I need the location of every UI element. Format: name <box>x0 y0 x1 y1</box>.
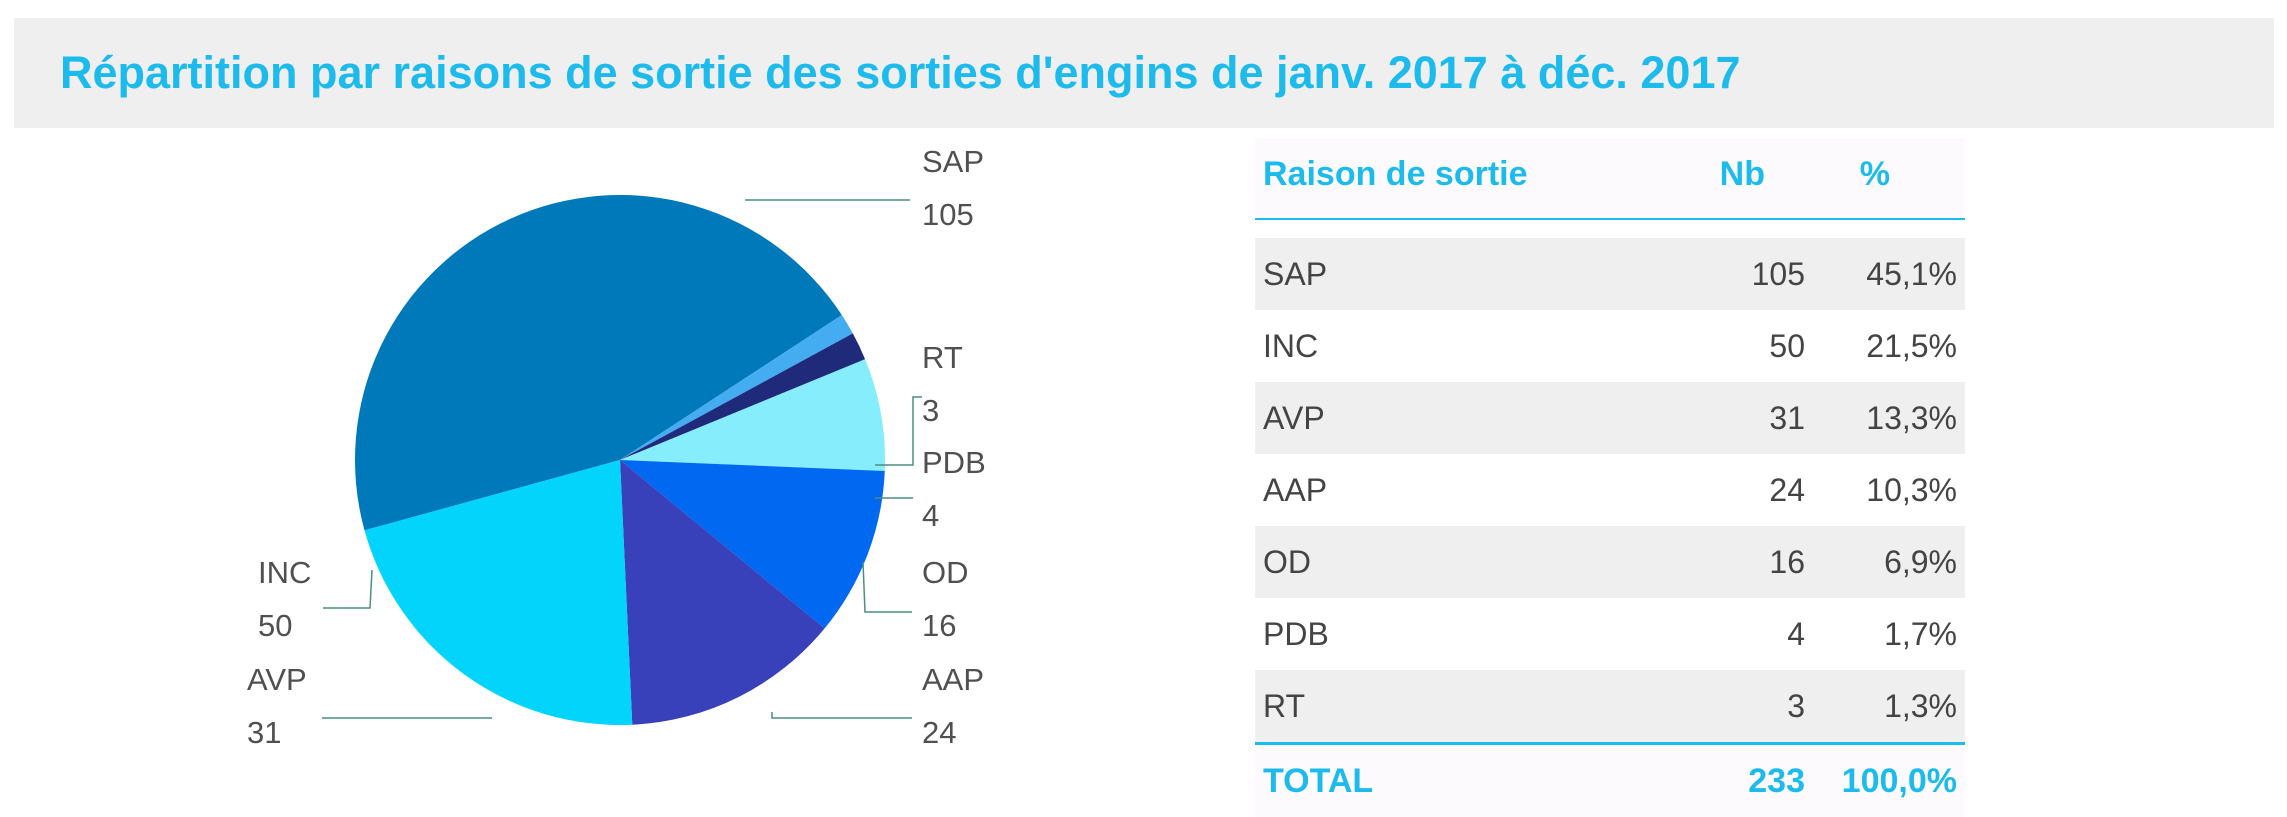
table-row: AAP 24 10,3% <box>1255 454 1965 526</box>
table-header: Raison de sortie Nb % <box>1255 138 1965 220</box>
total-label: TOTAL <box>1263 762 1374 800</box>
row-nb: 3 <box>1787 688 1805 724</box>
table-row: SAP 105 45,1% <box>1255 238 1965 310</box>
table-row: OD 16 6,9% <box>1255 526 1965 598</box>
slice-value-rt: 3 <box>922 393 939 428</box>
total-pct: 100,0% <box>1841 762 1957 800</box>
pie-slice-avp <box>620 460 825 725</box>
table-row: AVP 31 13,3% <box>1255 382 1965 454</box>
table-total-row: TOTAL 233 100,0% <box>1255 742 1965 817</box>
page-title: Répartition par raisons de sortie des so… <box>60 47 1741 98</box>
row-pct: 13,3% <box>1866 400 1957 436</box>
slice-value-avp: 31 <box>247 715 281 750</box>
slice-label-avp: AVP <box>247 662 307 697</box>
row-label: PDB <box>1263 616 1329 652</box>
slice-label-inc: INC <box>258 555 311 590</box>
summary-table: Raison de sortie Nb % SAP 105 45,1% INC … <box>1255 138 1965 817</box>
leader-line-aap <box>771 712 912 719</box>
slice-label-pdb: PDB <box>922 445 986 480</box>
row-pct: 10,3% <box>1866 472 1957 508</box>
row-label: OD <box>1263 544 1311 580</box>
pie-slice-od <box>620 359 885 471</box>
row-label: SAP <box>1263 256 1328 292</box>
row-pct: 21,5% <box>1866 328 1957 364</box>
slice-label-od: OD <box>922 555 969 590</box>
slice-value-sap: 105 <box>922 197 974 232</box>
pie-slice-inc <box>364 460 633 726</box>
slice-value-aap: 24 <box>922 715 956 750</box>
table-row: RT 3 1,3% <box>1255 670 1965 742</box>
header-raison: Raison de sortie <box>1263 155 1528 193</box>
pie-slice-sap <box>354 194 842 531</box>
row-label: INC <box>1263 328 1319 364</box>
slice-label-aap: AAP <box>922 662 984 697</box>
row-label: RT <box>1263 688 1306 724</box>
leader-line-od <box>862 561 912 613</box>
total-nb: 233 <box>1748 762 1805 800</box>
table-row: INC 50 21,5% <box>1255 310 1965 382</box>
row-label: AVP <box>1263 400 1325 436</box>
row-pct: 1,3% <box>1884 688 1957 724</box>
row-pct: 45,1% <box>1866 256 1957 292</box>
row-pct: 1,7% <box>1884 616 1957 652</box>
row-pct: 6,9% <box>1884 544 1957 580</box>
row-nb: 105 <box>1751 256 1805 292</box>
pie-chart: SAP 105 RT 3 PDB 4 OD 16 AAP 24 AVP 31 INC 50 <box>247 144 986 750</box>
slice-label-rt: RT <box>922 340 963 375</box>
table-row: PDB 4 1,7% <box>1255 598 1965 670</box>
leader-line-inc <box>323 569 373 609</box>
pie-slice-pdb <box>620 333 866 460</box>
row-label: AAP <box>1263 472 1328 508</box>
row-nb: 50 <box>1769 328 1805 364</box>
header-nb: Nb <box>1719 155 1765 193</box>
header-pct: % <box>1859 155 1890 193</box>
title-bar: Répartition par raisons de sortie des so… <box>14 18 2274 128</box>
slice-label-sap: SAP <box>922 144 984 179</box>
row-nb: 4 <box>1787 616 1805 652</box>
slice-value-pdb: 4 <box>922 498 939 533</box>
pie-slice-rt <box>620 315 853 460</box>
row-nb: 24 <box>1769 472 1805 508</box>
slice-value-od: 16 <box>922 608 956 643</box>
row-nb: 31 <box>1769 400 1805 436</box>
slice-value-inc: 50 <box>258 608 292 643</box>
pie-slice-aap <box>620 460 885 629</box>
leader-line-rt <box>875 396 922 466</box>
row-nb: 16 <box>1769 544 1805 580</box>
